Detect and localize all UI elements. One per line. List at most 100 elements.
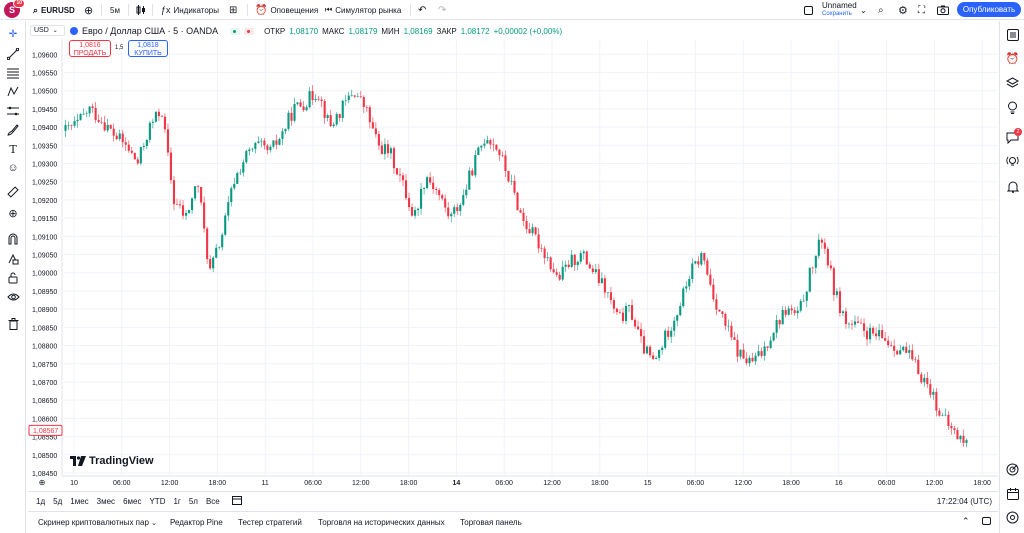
candle-body (935, 391, 938, 411)
candle-body (335, 114, 338, 125)
lightbulb-icon[interactable] (1005, 100, 1020, 115)
tab-pine-editor[interactable]: Редактор Pine (170, 518, 223, 527)
buy-button[interactable]: 1,0818 КУПИТЬ (128, 40, 168, 57)
quick-search-button[interactable]: ⌕ (878, 0, 884, 20)
trash-icon[interactable] (6, 317, 20, 331)
layouts-button[interactable]: ⊞ (229, 0, 237, 20)
range-button[interactable]: YTD (149, 496, 166, 506)
currency-select[interactable]: USD ⌄ (30, 25, 65, 36)
symbol-search-button[interactable]: ⌕ EURUSD (33, 0, 75, 20)
lock-icon[interactable] (6, 271, 20, 285)
candle-body (477, 147, 480, 156)
candle-body (200, 186, 203, 203)
candle-body (290, 112, 293, 121)
chart-type-button[interactable] (136, 0, 146, 20)
tab-bar-replay-trading[interactable]: Торговля на исторических данных (318, 518, 445, 527)
bell-icon[interactable] (1005, 179, 1020, 194)
lock-drawings-icon[interactable] (6, 252, 20, 266)
forecast-icon[interactable] (6, 104, 20, 118)
candle-body (896, 350, 899, 355)
candle-body (191, 198, 194, 211)
alarm-clock-icon[interactable]: ⏰ (1005, 53, 1020, 65)
range-button[interactable]: 1г (173, 496, 181, 506)
range-button[interactable]: 6мес (123, 496, 142, 506)
calendar-icon[interactable] (1005, 486, 1020, 501)
layout-checkbox[interactable] (804, 0, 813, 20)
pattern-icon[interactable] (6, 85, 20, 99)
undo-button[interactable]: ↶ (418, 0, 426, 20)
publish-button[interactable]: Опубликовать (957, 2, 1021, 17)
candle-body (841, 311, 845, 314)
watchlist-icon[interactable] (1005, 27, 1020, 42)
compare-symbol-button[interactable]: ⊕ (84, 0, 93, 20)
price-axis-label: 1,09600 (32, 52, 57, 59)
candle-body (808, 267, 811, 292)
legend-title[interactable]: Евро / Доллар США · 5 · OANDA (82, 26, 219, 36)
chevron-down-icon: ⌄ (151, 520, 158, 527)
price-chart[interactable]: 1,09600 1,09550 1,09500 1,09450 1,09400 1,093… (28, 21, 998, 491)
candle-body (914, 359, 917, 360)
tab-crypto-screener[interactable]: Скринер криптовалютных пар ⌄ (38, 518, 157, 527)
candle-body (697, 261, 700, 265)
date-range-calendar-icon[interactable] (231, 495, 242, 507)
high-value: 1,08179 (348, 26, 378, 36)
candle-body (573, 254, 576, 266)
tab-trading-panel[interactable]: Торговая панель (460, 518, 522, 527)
range-button[interactable]: Все (205, 496, 220, 506)
magnet-icon[interactable] (6, 232, 20, 246)
tab-strategy-tester[interactable]: Тестер стратегий (238, 518, 302, 527)
axis-settings-icon[interactable]: ⊕ (39, 478, 46, 487)
target-icon[interactable] (1005, 462, 1020, 477)
sell-button[interactable]: 1,0816 ПРОДАТЬ (69, 40, 111, 57)
candle-body (878, 330, 881, 337)
candle-body (314, 98, 317, 101)
candle-body (444, 198, 447, 208)
ruler-icon[interactable] (6, 185, 20, 199)
text-tool-icon[interactable]: T (9, 142, 17, 156)
candle-body (91, 106, 94, 108)
range-button[interactable]: 1д (36, 496, 46, 506)
candle-body (950, 425, 953, 429)
zoom-in-icon[interactable]: ⊕ (8, 207, 18, 220)
replay-button[interactable]: ⏮ Симулятор рынка (325, 0, 401, 20)
candle-body (603, 278, 606, 293)
candle-body (447, 207, 450, 217)
chart-pane[interactable]: 1,09600 1,09550 1,09500 1,09450 1,09400 1,093… (28, 21, 998, 491)
maximize-icon[interactable] (982, 517, 991, 527)
candle-body (127, 144, 130, 151)
brush-icon[interactable] (6, 123, 20, 137)
eye-icon[interactable] (6, 290, 20, 304)
crosshair-icon[interactable]: ✛ (8, 28, 18, 40)
trend-line-icon[interactable] (6, 47, 20, 61)
range-button[interactable]: 5д (53, 496, 63, 506)
layers-icon[interactable] (1005, 75, 1020, 90)
chevron-up-icon[interactable]: ⌃ (962, 516, 970, 526)
help-icon[interactable] (1005, 510, 1020, 525)
candle-body (287, 112, 290, 129)
candle-body (832, 268, 835, 296)
range-button[interactable]: 3мес (96, 496, 116, 506)
smiley-icon[interactable]: ☺ (7, 162, 19, 174)
candle-body (528, 229, 531, 234)
fib-retracement-icon[interactable] (6, 66, 20, 80)
grid-icon: ⊞ (229, 4, 238, 16)
user-avatar[interactable]: S 10 (4, 0, 25, 18)
candle-body (606, 292, 609, 293)
indicators-button[interactable]: ƒx Индикаторы (161, 0, 219, 20)
range-button[interactable]: 5л (188, 496, 198, 506)
idea-stream-icon[interactable] (1005, 154, 1020, 169)
interval-button[interactable]: 5м (110, 0, 120, 20)
range-button[interactable]: 1мес (70, 496, 89, 506)
layout-name-button[interactable]: Unnamed Сохранить (822, 0, 857, 20)
redo-button[interactable]: ↷ (438, 0, 446, 20)
avatar-letter: S (8, 5, 15, 15)
utc-clock[interactable]: 17:22:04 (UTC) (936, 497, 992, 506)
layout-menu-button[interactable]: ⌄ (860, 0, 867, 20)
candle-body (218, 247, 221, 248)
fullscreen-button[interactable]: ⛶ (918, 0, 925, 20)
settings-button[interactable]: ⚙ (898, 0, 908, 20)
snapshot-button[interactable] (937, 0, 949, 20)
price-axis-label: 1,09100 (32, 234, 57, 241)
low-label: МИН (381, 26, 400, 36)
alerts-button[interactable]: ⏰ Оповещения (255, 0, 318, 20)
